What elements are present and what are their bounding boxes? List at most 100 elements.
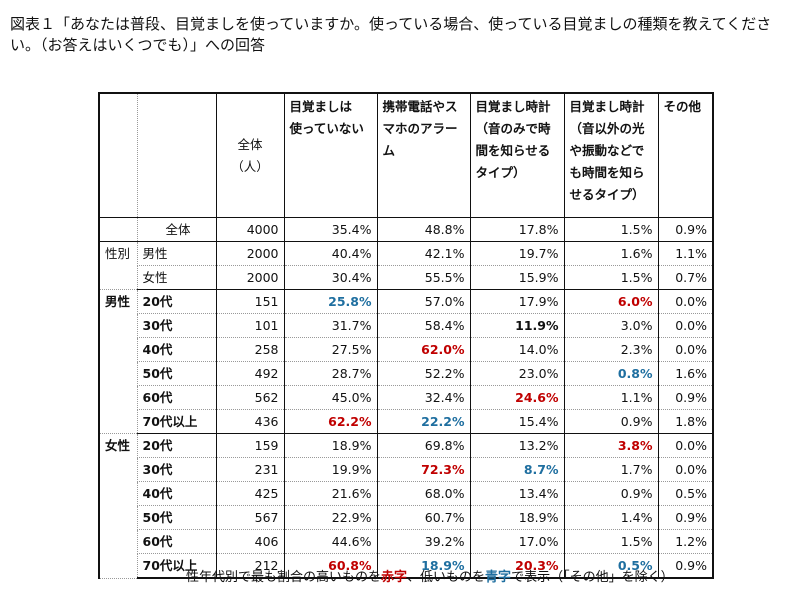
cell-sound-clock: 11.9% (469, 313, 564, 338)
cell-respondents: 2000 (215, 241, 284, 266)
cell-phone-alarm: 57.0% (376, 289, 470, 314)
cell-light-vibration-clock: 1.1% (563, 385, 658, 410)
table-row: 50代 492 28.7% 52.2% 23.0% 0.8% 1.6% (99, 361, 714, 386)
cell-respondents: 231 (215, 457, 284, 482)
cell-other: 1.6% (657, 361, 714, 386)
cell-other: 0.0% (657, 337, 714, 362)
cell-light-vibration-clock: 1.5% (563, 265, 658, 290)
row-label: 50代 (136, 361, 216, 386)
table-row: 30代 101 31.7% 58.4% 11.9% 3.0% 0.0% (99, 313, 714, 338)
cell-phone-alarm: 32.4% (376, 385, 470, 410)
table-row: 70代以上 212 60.8% 18.9% 20.3% 0.5% 0.9% (99, 553, 714, 579)
cell-sound-clock: 17.8% (469, 217, 564, 242)
cell-light-vibration-clock: 0.5% (563, 553, 658, 579)
cell-other: 1.2% (657, 529, 714, 554)
cell-phone-alarm: 60.7% (376, 505, 470, 530)
col-header-sound-clock: 目覚まし時計 （音のみで時 間を知らせる タイプ） (469, 92, 564, 218)
row-label: 30代 (136, 457, 216, 482)
cell-other: 0.0% (657, 433, 714, 458)
cell-light-vibration-clock: 3.8% (563, 433, 658, 458)
cell-other: 1.1% (657, 241, 714, 266)
row-label: 女性 (136, 265, 216, 290)
row-label: 50代 (136, 505, 216, 530)
table-row: 70代以上 436 62.2% 22.2% 15.4% 0.9% 1.8% (99, 409, 714, 434)
row-group-label: 男性 (98, 289, 137, 434)
cell-sound-clock: 24.6% (469, 385, 564, 410)
cell-sound-clock: 15.4% (469, 409, 564, 434)
cell-respondents: 159 (215, 433, 284, 458)
table-row: 60代 406 44.6% 39.2% 17.0% 1.5% 1.2% (99, 529, 714, 554)
cell-sound-clock: 14.0% (469, 337, 564, 362)
cell-respondents: 2000 (215, 265, 284, 290)
row-label: 60代 (136, 529, 216, 554)
cell-phone-alarm: 72.3% (376, 457, 470, 482)
cell-respondents: 567 (215, 505, 284, 530)
cell-respondents: 425 (215, 481, 284, 506)
table-row: 40代 425 21.6% 68.0% 13.4% 0.9% 0.5% (99, 481, 714, 506)
cell-respondents: 492 (215, 361, 284, 386)
row-label: 60代 (136, 385, 216, 410)
note-blue-word: 青字 (485, 570, 512, 585)
row-label: 20代 (136, 289, 216, 314)
cell-no-alarm: 18.9% (283, 433, 377, 458)
note-red-word: 赤字 (381, 570, 408, 585)
cell-sound-clock: 18.9% (469, 505, 564, 530)
cell-sound-clock: 23.0% (469, 361, 564, 386)
table-row: 女性 20代 159 18.9% 69.8% 13.2% 3.8% 0.0% (98, 433, 714, 579)
cell-other: 0.0% (657, 457, 714, 482)
cell-sound-clock: 13.2% (469, 433, 564, 458)
cell-other: 0.9% (657, 385, 714, 410)
cell-no-alarm: 27.5% (283, 337, 377, 362)
cell-no-alarm: 28.7% (283, 361, 377, 386)
row-label: 70代以上 (136, 409, 216, 434)
col-header-total: 全体 （人） (215, 92, 284, 218)
table-row: 30代 231 19.9% 72.3% 8.7% 1.7% 0.0% (99, 457, 714, 482)
table-row: 全体 4000 35.4% 48.8% 17.8% 1.5% 0.9% (98, 217, 714, 242)
cell-other: 0.5% (657, 481, 714, 506)
survey-results-table: 全体 （人） 目覚ましは 使っていない 携帯電話やス マホのアラー ム 目覚まし… (98, 92, 714, 579)
cell-phone-alarm: 52.2% (376, 361, 470, 386)
cell-light-vibration-clock: 0.8% (563, 361, 658, 386)
table-note: 性年代別で最も割合の高いものを赤字、低いものを青字で表示（「その他」を除く） (186, 570, 674, 585)
col-header-light-vibration-clock: 目覚まし時計 （音以外の光 や振動などで も時間を知ら せるタイプ） (563, 92, 658, 218)
cell-light-vibration-clock: 1.7% (563, 457, 658, 482)
cell-phone-alarm: 42.1% (376, 241, 470, 266)
col-header-phone-alarm: 携帯電話やス マホのアラー ム (376, 92, 470, 218)
corner-cell-2 (136, 92, 216, 218)
cell-light-vibration-clock: 6.0% (563, 289, 658, 314)
cell-sound-clock: 8.7% (469, 457, 564, 482)
col-header-no-alarm: 目覚ましは 使っていない (283, 92, 377, 218)
cell-other: 0.0% (657, 289, 714, 314)
table-row: 女性 2000 30.4% 55.5% 15.9% 1.5% 0.7% (99, 265, 714, 290)
cell-other: 0.0% (657, 313, 714, 338)
cell-respondents: 436 (215, 409, 284, 434)
cell-no-alarm: 25.8% (283, 289, 377, 314)
cell-phone-alarm: 68.0% (376, 481, 470, 506)
cell-phone-alarm: 69.8% (376, 433, 470, 458)
cell-sound-clock: 20.3% (469, 553, 564, 579)
cell-light-vibration-clock: 2.3% (563, 337, 658, 362)
cell-no-alarm: 35.4% (283, 217, 377, 242)
row-label: 70代以上 (136, 553, 216, 579)
cell-phone-alarm: 55.5% (376, 265, 470, 290)
row-label: 20代 (136, 433, 216, 458)
row-label: 40代 (136, 481, 216, 506)
row-group-label (98, 217, 137, 242)
cell-respondents: 4000 (215, 217, 284, 242)
cell-no-alarm: 30.4% (283, 265, 377, 290)
cell-light-vibration-clock: 1.6% (563, 241, 658, 266)
row-group-label: 女性 (98, 433, 137, 579)
table-body: 全体 4000 35.4% 48.8% 17.8% 1.5% 0.9% 性別 男性 2000 40.… (98, 217, 714, 579)
cell-respondents: 258 (215, 337, 284, 362)
table-row: 40代 258 27.5% 62.0% 14.0% 2.3% 0.0% (99, 337, 714, 362)
table-row: 60代 562 45.0% 32.4% 24.6% 1.1% 0.9% (99, 385, 714, 410)
cell-no-alarm: 19.9% (283, 457, 377, 482)
cell-respondents: 406 (215, 529, 284, 554)
cell-light-vibration-clock: 0.9% (563, 409, 658, 434)
cell-other: 0.9% (657, 217, 714, 242)
cell-no-alarm: 62.2% (283, 409, 377, 434)
cell-phone-alarm: 22.2% (376, 409, 470, 434)
row-label: 男性 (136, 241, 216, 266)
cell-no-alarm: 40.4% (283, 241, 377, 266)
col-header-other: その他 (657, 92, 714, 218)
